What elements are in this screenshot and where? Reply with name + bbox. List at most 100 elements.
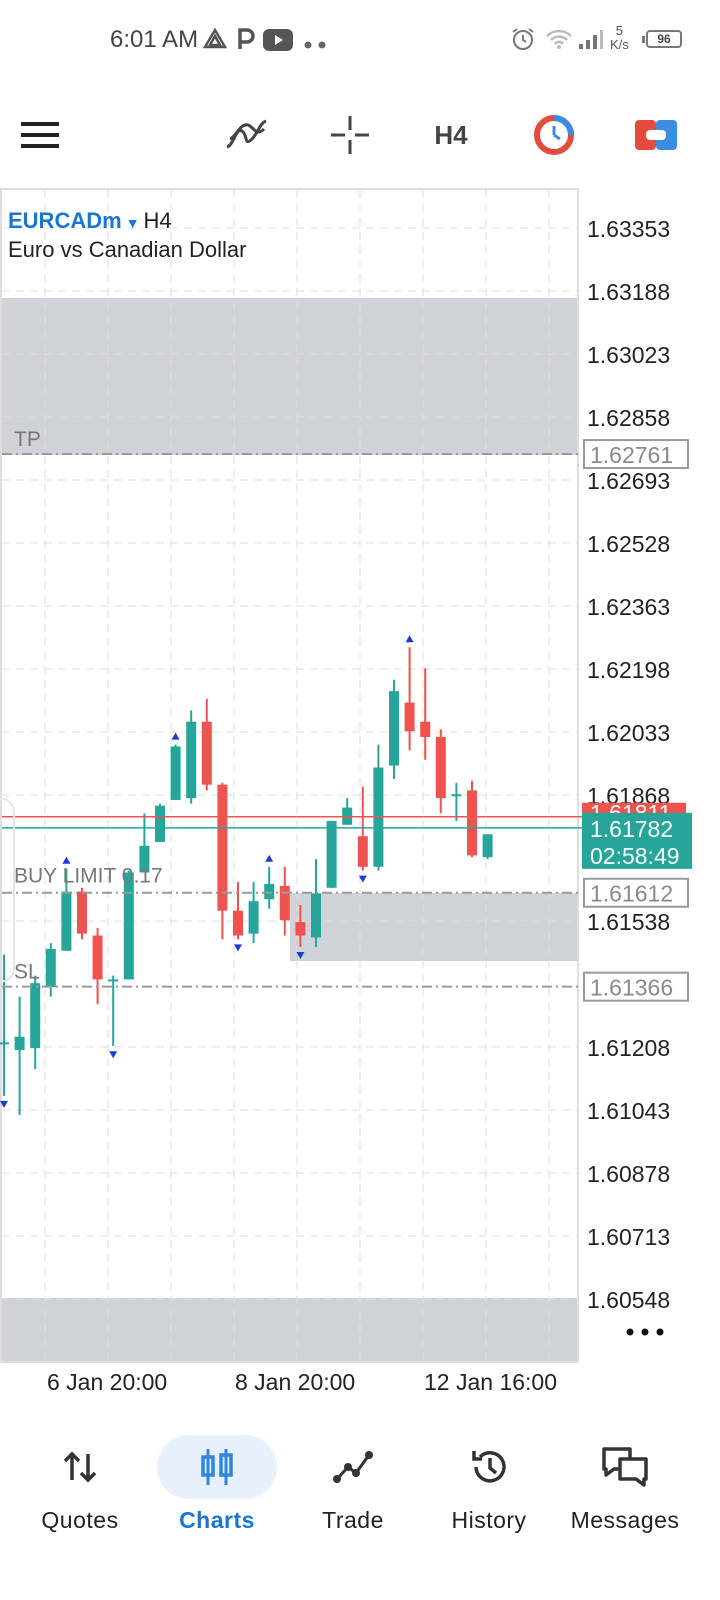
more-dots-icon: [304, 36, 328, 54]
candle-bull: [186, 721, 197, 799]
status-bar: 6:01 AM 5 K/s 96: [0, 0, 720, 80]
candle-bull: [482, 834, 493, 858]
bid-price-text: 1.61782: [590, 816, 673, 842]
tp-price-tag-box: [583, 439, 689, 470]
candle-bull: [14, 1036, 25, 1051]
candle-bull: [264, 883, 275, 900]
candle-bear: [404, 702, 415, 732]
status-time: 6:01 AM: [110, 26, 199, 53]
trade-icon: [293, 1435, 413, 1499]
crosshair-icon[interactable]: [324, 90, 376, 180]
price-axis-label: 1.61208: [587, 1035, 670, 1061]
messages-icon: [565, 1435, 685, 1499]
price-axis-label: 1.62693: [587, 468, 670, 494]
indicators-icon[interactable]: [220, 90, 272, 180]
price-axis-label: 1.60713: [587, 1224, 670, 1250]
parking-icon: [236, 27, 256, 56]
timeframe-selector[interactable]: H4: [420, 90, 482, 180]
timeframe-label: H4: [434, 119, 468, 150]
candle-bull: [30, 983, 41, 1049]
price-chart[interactable]: TP BUY LIMIT 0.17 SL 1.63353 1.63188 1.63023 1…: [0, 188, 720, 1398]
more-options-icon[interactable]: [626, 1328, 634, 1336]
price-axis-label: 1.63023: [587, 342, 670, 368]
candle-bear: [420, 721, 431, 737]
nav-label-messages: Messages: [570, 1507, 680, 1533]
time-axis-label: 12 Jan 16:00: [424, 1369, 557, 1395]
charts-icon: [157, 1435, 277, 1499]
candle-bull: [311, 893, 321, 938]
side-panel-handle[interactable]: [0, 797, 15, 983]
symbol-description: Euro vs Canadian Dollar: [8, 237, 247, 262]
youtube-icon: [263, 29, 293, 56]
candle-bull: [139, 845, 150, 873]
take-profit-zone: [2, 298, 578, 455]
bottom-zone: [2, 1298, 578, 1362]
candle-bull: [123, 872, 134, 980]
symbol-dropdown-icon[interactable]: ▼: [125, 215, 140, 231]
candle-bull: [61, 891, 72, 951]
candle-bull: [451, 794, 462, 797]
chart-frame: [0, 188, 579, 1363]
speed-unit: K/s: [610, 37, 629, 52]
candle-bear: [77, 891, 87, 934]
price-axis-label: 1.62528: [587, 531, 670, 557]
alarm-icon: [510, 26, 536, 57]
time-axis-label: 6 Jan 20:00: [47, 1369, 167, 1395]
menu-icon[interactable]: [14, 90, 66, 180]
candle-bull: [108, 979, 119, 982]
candle-bull: [389, 691, 399, 766]
time-axis-label: 8 Jan 20:00: [235, 1369, 355, 1395]
candle-bear: [467, 790, 477, 856]
fractal-up-marker: [171, 732, 180, 740]
price-axis-label: 1.60548: [587, 1287, 670, 1313]
price-axis-label: 1.61538: [587, 909, 670, 935]
fractal-up-marker: [405, 635, 414, 643]
fractal-down-marker: [358, 875, 367, 883]
more-options-icon[interactable]: [656, 1328, 664, 1336]
candle-bull: [0, 1042, 9, 1045]
trade-toggle-icon[interactable]: [630, 90, 682, 180]
candle-bear: [201, 721, 212, 785]
more-options-icon[interactable]: [641, 1328, 649, 1336]
chart-canvas[interactable]: TP BUY LIMIT 0.17 SL 1.63353 1.63188 1.63023 1…: [0, 188, 720, 1398]
candle-bear: [295, 922, 306, 936]
chart-toolbar: H4: [0, 90, 720, 180]
fractal-down-marker: [109, 1051, 118, 1059]
nav-trade[interactable]: Trade: [283, 1420, 423, 1550]
wifi-icon: [545, 28, 573, 55]
fractal-up-marker: [62, 856, 71, 864]
bar-countdown: 02:58:49: [590, 843, 680, 869]
sl-label: SL: [14, 961, 40, 984]
nav-charts[interactable]: Charts: [147, 1420, 287, 1550]
symbol-name[interactable]: EURCADm: [8, 208, 122, 233]
buy-limit-price-tag: 1.61612: [590, 881, 673, 907]
bid-price-tag: [582, 812, 692, 869]
tp-label: TP: [14, 428, 41, 451]
fractal-up-marker: [265, 854, 274, 862]
symbol-timeframe: H4: [143, 208, 172, 233]
history-icon: [429, 1435, 549, 1499]
candle-bull: [155, 805, 165, 842]
nav-quotes[interactable]: Quotes: [10, 1420, 150, 1550]
candle-bull: [45, 948, 56, 988]
candle-bear: [233, 910, 243, 936]
price-axis-label: 1.60878: [587, 1161, 670, 1187]
sl-price-tag-box: [583, 971, 689, 1002]
fractal-down-marker: [234, 944, 242, 952]
tp-price-tag: 1.62761: [590, 442, 673, 468]
nav-messages[interactable]: Messages: [555, 1420, 695, 1550]
candle-bear: [357, 836, 368, 867]
bottom-navigation: Quotes Charts Trade History Messages: [0, 1420, 720, 1600]
nav-history[interactable]: History: [419, 1420, 559, 1550]
symbol-header[interactable]: EURCADm ▼ H4: [8, 208, 172, 234]
nav-label-trade: Trade: [322, 1507, 384, 1533]
candle-bear: [217, 784, 228, 911]
nav-label-charts: Charts: [179, 1507, 255, 1533]
candle-bear: [92, 935, 103, 980]
nav-label-quotes: Quotes: [41, 1507, 119, 1533]
candle-bull: [326, 820, 337, 888]
drive-icon: [202, 27, 228, 56]
one-click-trading-icon[interactable]: [528, 90, 580, 180]
price-axis-label: 1.62198: [587, 657, 670, 683]
price-axis-label: 1.62858: [587, 405, 670, 431]
